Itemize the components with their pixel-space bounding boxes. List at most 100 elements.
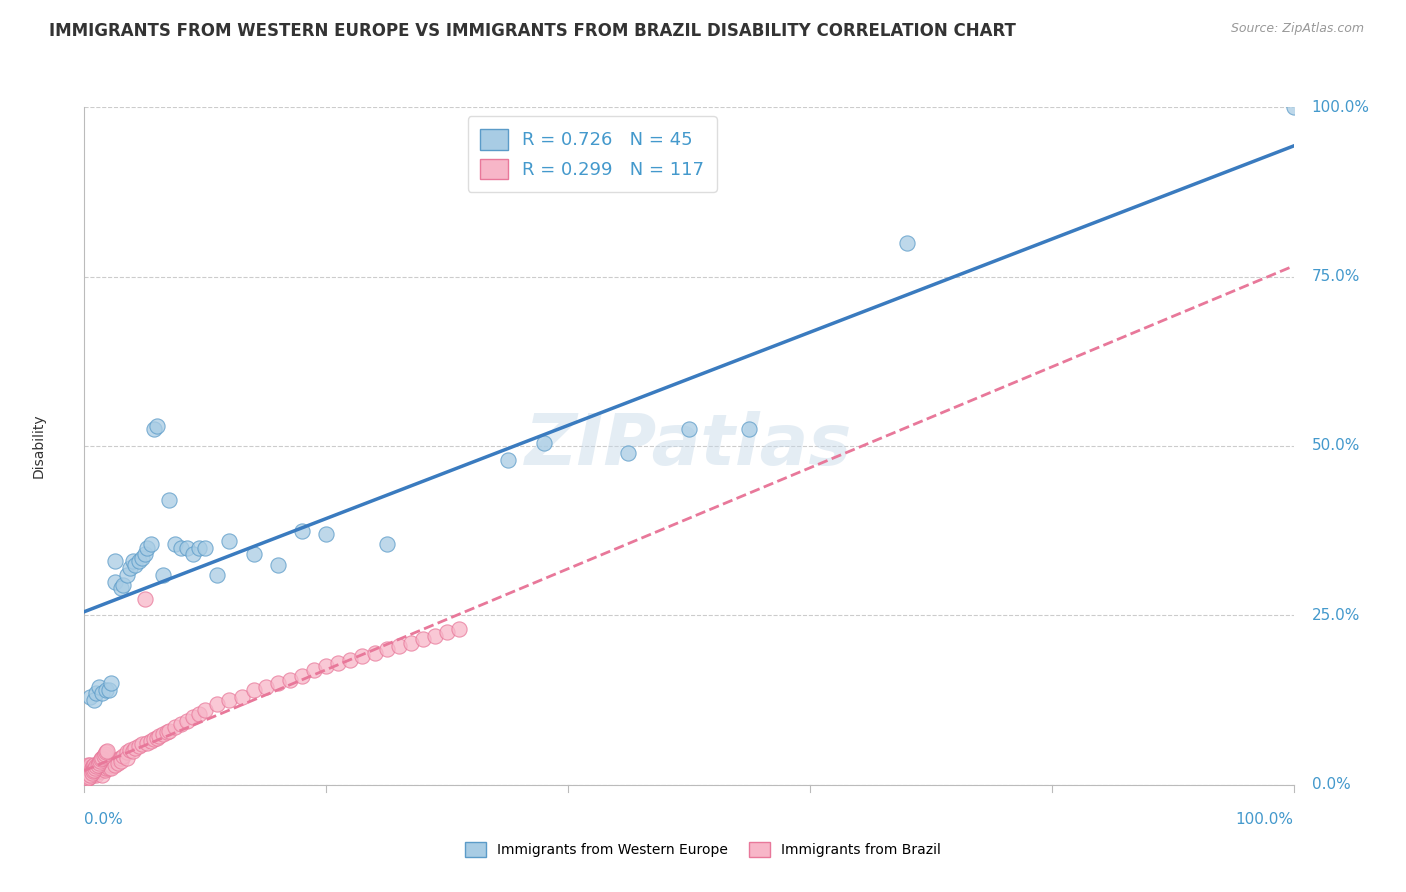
Point (80, 761, 103, 775)
Point (110, 751, 132, 765)
Point (100, 757, 122, 772)
Point (80, 763, 103, 777)
Point (170, 541, 193, 555)
Point (176, 714, 198, 728)
Point (83, 761, 105, 775)
Point (104, 574, 127, 589)
Point (165, 537, 187, 551)
Point (242, 548, 264, 562)
Point (449, 622, 471, 636)
Point (152, 727, 174, 741)
Point (77, 770, 100, 784)
Point (315, 659, 337, 673)
Point (157, 493, 180, 508)
Point (94, 763, 117, 777)
Point (90, 752, 112, 766)
Point (83, 763, 105, 777)
Point (617, 446, 640, 460)
Point (181, 548, 204, 562)
Point (96, 744, 118, 758)
Point (82, 768, 104, 782)
Point (80, 765, 103, 780)
Point (93, 757, 115, 772)
Point (375, 642, 398, 657)
Point (79, 768, 101, 782)
Point (496, 452, 519, 467)
Point (315, 527, 337, 541)
Legend: Immigrants from Western Europe, Immigrants from Brazil: Immigrants from Western Europe, Immigran… (460, 837, 946, 863)
Point (87, 680, 110, 694)
Point (128, 739, 150, 753)
Point (120, 742, 142, 756)
Point (136, 541, 159, 555)
Point (176, 541, 198, 555)
Point (896, 235, 918, 250)
Point (124, 740, 146, 755)
Point (104, 757, 127, 772)
Point (139, 537, 162, 551)
Point (157, 723, 180, 738)
Point (139, 734, 162, 748)
Text: 75.0%: 75.0% (1312, 269, 1360, 284)
Point (121, 744, 143, 758)
Point (436, 625, 458, 640)
Text: 50.0%: 50.0% (1312, 439, 1360, 453)
Text: Disability: Disability (31, 414, 45, 478)
Point (79, 761, 101, 775)
Point (388, 639, 411, 653)
Text: 25.0%: 25.0% (1312, 608, 1360, 623)
Point (94, 759, 117, 773)
Point (1282, 100, 1305, 114)
Point (112, 578, 135, 592)
Point (84, 765, 107, 780)
Point (94, 761, 117, 775)
Point (231, 690, 253, 704)
Point (218, 533, 240, 548)
Point (93, 761, 115, 775)
Point (363, 646, 385, 660)
Point (165, 720, 187, 734)
Point (83, 757, 105, 772)
Point (77, 761, 100, 775)
Point (86, 761, 108, 775)
Point (339, 652, 361, 666)
Point (100, 761, 122, 775)
Point (152, 567, 174, 582)
Point (291, 669, 314, 683)
Point (155, 725, 177, 739)
Point (134, 591, 156, 606)
Point (112, 749, 135, 764)
Point (399, 635, 422, 649)
Point (352, 649, 374, 664)
Point (110, 754, 132, 768)
Point (194, 703, 217, 717)
Point (242, 683, 264, 698)
Point (148, 729, 170, 743)
Point (375, 537, 398, 551)
Point (82, 764, 104, 779)
Point (533, 435, 555, 450)
Point (91, 686, 114, 700)
Point (96, 759, 118, 773)
Point (93, 749, 115, 764)
Point (77, 768, 100, 782)
Point (104, 754, 127, 768)
Point (87, 761, 110, 775)
Text: 0.0%: 0.0% (1312, 778, 1350, 792)
Text: Source: ZipAtlas.com: Source: ZipAtlas.com (1230, 22, 1364, 36)
Point (79, 764, 101, 779)
Point (91, 751, 114, 765)
Point (86, 686, 108, 700)
Point (82, 764, 104, 779)
Point (188, 706, 211, 721)
Point (89, 754, 111, 768)
Point (76, 768, 98, 782)
Point (107, 752, 129, 766)
Point (83, 693, 105, 707)
Point (82, 759, 104, 773)
Point (207, 697, 229, 711)
Point (738, 422, 761, 436)
Point (121, 554, 143, 568)
Point (86, 768, 108, 782)
Point (89, 759, 111, 773)
